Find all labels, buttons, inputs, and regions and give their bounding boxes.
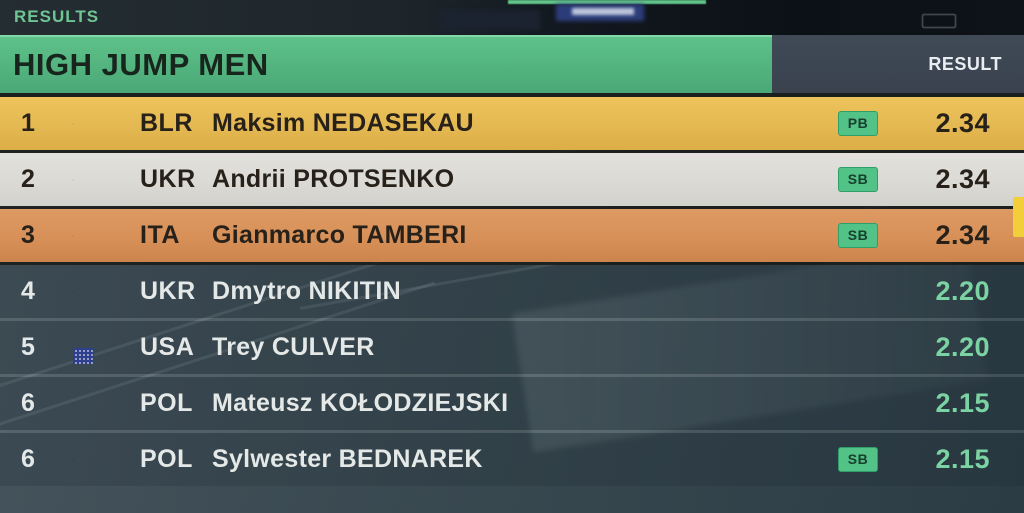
- country-code: POL: [140, 389, 193, 417]
- row-separator: [0, 150, 1024, 153]
- row-separator: [0, 430, 1024, 433]
- rank-number: 5: [21, 333, 35, 361]
- result-value: 2.34: [935, 164, 990, 194]
- result-row: 4 UKR Dmytro NIKITIN 2.20: [0, 265, 1024, 318]
- rank-number: 1: [21, 109, 35, 137]
- country-code: UKR: [140, 165, 196, 193]
- record-badge: SB: [838, 223, 878, 248]
- result-row: 6 POL Sylwester BEDNAREK SB 2.15: [0, 433, 1024, 486]
- rank-number: 4: [21, 277, 35, 305]
- result-row: 2 UKR Andrii PROTSENKO SB 2.34: [0, 153, 1024, 206]
- rows-area: 1 BLR Maksim NEDASEKAU PB 2.34 2 UKR And…: [0, 97, 1024, 513]
- result-row: 5 USA Trey CULVER 2.20: [0, 321, 1024, 374]
- result-value: 2.20: [935, 332, 990, 362]
- top-bar: RESULTS: [0, 0, 1024, 35]
- badge-cell: SB: [802, 167, 878, 192]
- row-separator: [0, 206, 1024, 209]
- background-video-green-strip: [508, 0, 706, 4]
- result-column-label: RESULT: [928, 53, 1002, 74]
- country-code: ITA: [140, 221, 180, 249]
- badge-cell: [802, 343, 878, 352]
- result-row: 1 BLR Maksim NEDASEKAU PB 2.34: [0, 97, 1024, 150]
- badge-cell: SB: [802, 223, 878, 248]
- rank-number: 2: [21, 165, 35, 193]
- result-row: 3 ITA Gianmarco TAMBERI SB 2.34: [0, 209, 1024, 262]
- record-badge: SB: [838, 447, 878, 472]
- badge-cell: SB: [802, 447, 878, 472]
- row-separator: [0, 374, 1024, 377]
- rank-number: 3: [21, 221, 35, 249]
- badge-cell: PB: [802, 111, 878, 136]
- result-row: 6 POL Mateusz KOŁODZIEJSKI 2.15: [0, 377, 1024, 430]
- header-row: HIGH JUMP MEN RESULT: [0, 35, 1024, 93]
- athlete-name: Andrii PROTSENKO: [212, 165, 455, 193]
- page-title: HIGH JUMP MEN: [13, 47, 269, 82]
- athlete-name: Dmytro NIKITIN: [212, 277, 401, 305]
- edge-accent-marker: [1013, 197, 1024, 237]
- result-value: 2.15: [935, 444, 990, 474]
- result-value: 2.34: [935, 108, 990, 138]
- country-code: BLR: [140, 109, 193, 137]
- result-column-header: RESULT: [772, 35, 1024, 93]
- athlete-name: Mateusz KOŁODZIEJSKI: [212, 389, 509, 417]
- background-video-chip: [922, 14, 956, 28]
- athlete-name: Maksim NEDASEKAU: [212, 109, 474, 137]
- badge-cell: [802, 287, 878, 296]
- record-badge: SB: [838, 167, 878, 192]
- header-separator: [0, 93, 1024, 97]
- result-value: 2.15: [935, 388, 990, 418]
- athlete-name: Trey CULVER: [212, 333, 375, 361]
- result-value: 2.34: [935, 220, 990, 250]
- background-video-shape: [440, 10, 540, 30]
- badge-cell: [802, 399, 878, 408]
- athlete-name: Gianmarco TAMBERI: [212, 221, 467, 249]
- results-list: 1 BLR Maksim NEDASEKAU PB 2.34 2 UKR And…: [0, 97, 1024, 486]
- rank-number: 6: [21, 389, 35, 417]
- background-video-screen-glare: [572, 8, 634, 15]
- record-badge: PB: [838, 111, 878, 136]
- country-code: UKR: [140, 277, 196, 305]
- country-code: USA: [140, 333, 195, 361]
- row-separator: [0, 318, 1024, 321]
- title-box: HIGH JUMP MEN: [0, 35, 772, 93]
- results-label: RESULTS: [14, 7, 100, 26]
- rank-number: 6: [21, 445, 35, 473]
- athlete-name: Sylwester BEDNAREK: [212, 445, 483, 473]
- result-value: 2.20: [935, 276, 990, 306]
- row-separator: [0, 262, 1024, 265]
- country-code: POL: [140, 445, 193, 473]
